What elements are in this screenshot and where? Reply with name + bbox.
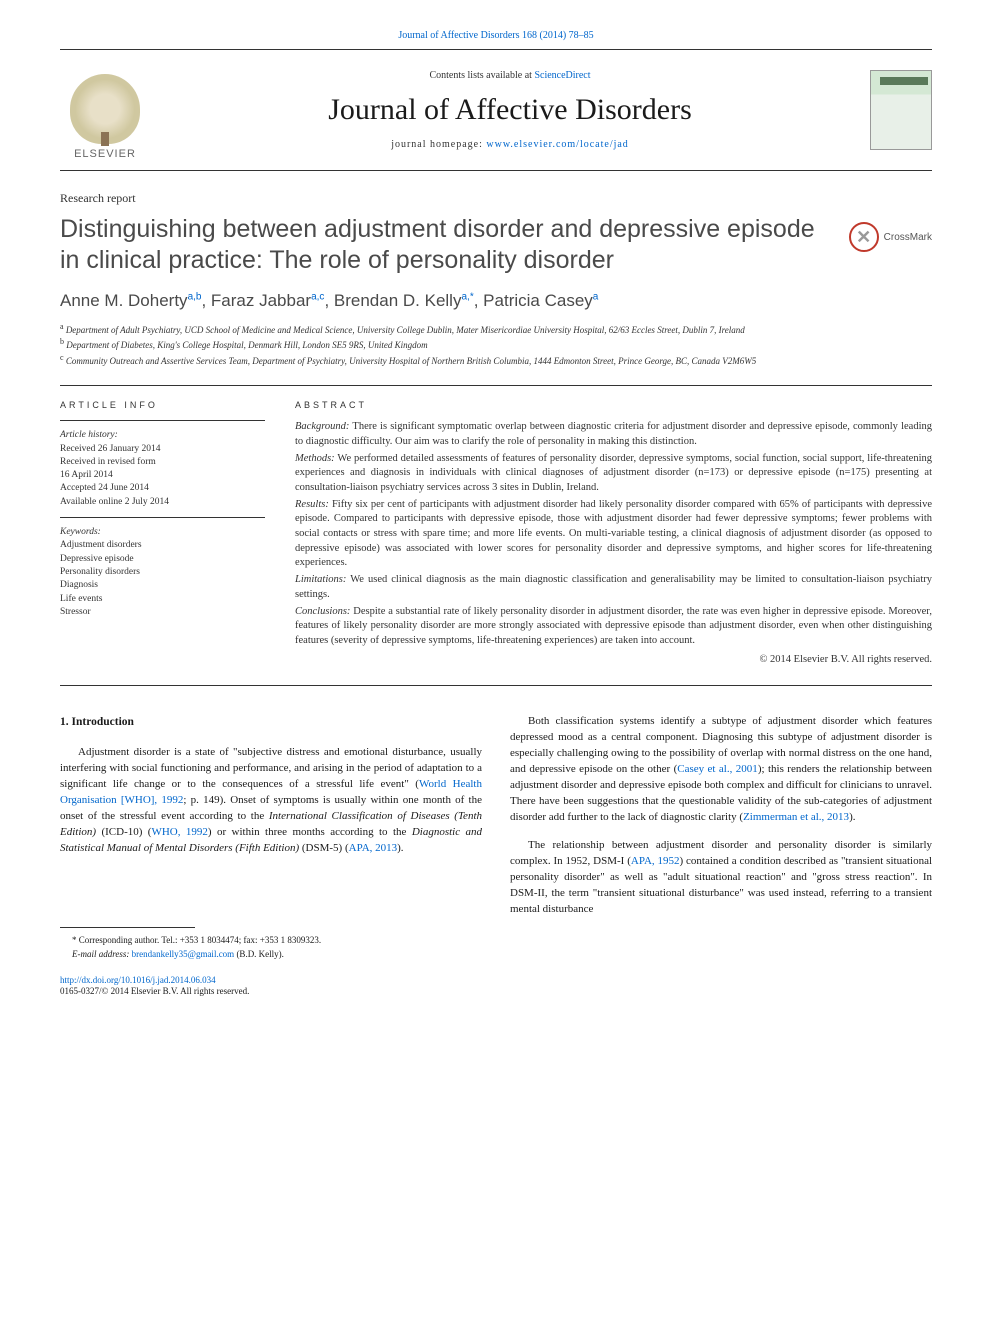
author-3-aff[interactable]: a, [461, 291, 469, 302]
corresponding-author-footnote: * Corresponding author. Tel.: +353 1 803… [60, 934, 482, 961]
journal-homepage-line: journal homepage: www.elsevier.com/locat… [150, 139, 870, 150]
body-column-right: Both classification systems identify a s… [510, 714, 932, 998]
author-3-corr-star[interactable]: * [470, 291, 474, 302]
keywords-label: Keywords: [60, 526, 265, 539]
journal-homepage-link[interactable]: www.elsevier.com/locate/jad [486, 139, 628, 150]
abstract-results: Results: Fifty six per cent of participa… [295, 498, 932, 571]
article-info-column: ARTICLE INFO Article history: Received 2… [60, 400, 265, 667]
abstract-conclusions: Conclusions: Despite a substantial rate … [295, 605, 932, 649]
ref-apa-1952[interactable]: APA, 1952 [631, 855, 680, 867]
history-label: Article history: [60, 429, 265, 442]
journal-cover-thumbnail[interactable] [870, 70, 932, 150]
history-online: Available online 2 July 2014 [60, 496, 265, 509]
keywords-block: Keywords: Adjustment disorders Depressiv… [60, 526, 265, 619]
corr-email-link[interactable]: brendankelly35@gmail.com [132, 949, 235, 959]
info-rule-top [60, 420, 265, 421]
keyword-6: Stressor [60, 606, 265, 619]
abstract-column: ABSTRACT Background: There is significan… [295, 400, 932, 667]
intro-para-1: Adjustment disorder is a state of "subje… [60, 745, 482, 857]
history-accepted: Accepted 24 June 2014 [60, 482, 265, 495]
intro-para-2: Both classification systems identify a s… [510, 714, 932, 826]
info-abstract-row: ARTICLE INFO Article history: Received 2… [60, 385, 932, 686]
authors-line: Anne M. Dohertya,b, Faraz Jabbara,c, Bre… [60, 291, 932, 311]
history-received: Received 26 January 2014 [60, 443, 265, 456]
crossmark-badge[interactable]: ✕ CrossMark [849, 214, 932, 252]
article-info-heading: ARTICLE INFO [60, 400, 265, 410]
title-row: Distinguishing between adjustment disord… [60, 214, 932, 277]
author-1[interactable]: Anne M. Doherty [60, 291, 188, 310]
ref-casey-2001[interactable]: Casey et al., 2001 [677, 763, 758, 775]
author-4[interactable]: Patricia Casey [483, 291, 593, 310]
article-type-label: Research report [60, 191, 932, 206]
article-title: Distinguishing between adjustment disord… [60, 214, 849, 277]
sciencedirect-link[interactable]: ScienceDirect [534, 70, 590, 81]
journal-title: Journal of Affective Disorders [150, 93, 870, 127]
footnote-divider [60, 927, 195, 928]
history-revised-line1: Received in revised form [60, 456, 265, 469]
info-rule-mid [60, 517, 265, 518]
journal-citation-link[interactable]: Journal of Affective Disorders 168 (2014… [60, 30, 932, 41]
keyword-2: Depressive episode [60, 553, 265, 566]
author-4-aff[interactable]: a [593, 291, 599, 302]
abstract-methods: Methods: We performed detailed assessmen… [295, 452, 932, 496]
keyword-5: Life events [60, 593, 265, 606]
affiliation-b: b Department of Diabetes, King's College… [60, 336, 932, 352]
affiliation-c: c Community Outreach and Assertive Servi… [60, 352, 932, 368]
email-label: E-mail address: [72, 949, 129, 959]
publisher-logo[interactable]: ELSEVIER [60, 60, 150, 160]
article-history: Article history: Received 26 January 201… [60, 429, 265, 509]
corr-tel: +353 1 8034474 [180, 935, 239, 945]
corr-fax: +353 1 8309323. [260, 935, 321, 945]
publisher-name: ELSEVIER [74, 148, 136, 160]
keyword-1: Adjustment disorders [60, 539, 265, 552]
body-column-left: 1. Introduction Adjustment disorder is a… [60, 714, 482, 998]
abstract-heading: ABSTRACT [295, 400, 932, 410]
crossmark-icon: ✕ [849, 222, 879, 252]
author-2-aff[interactable]: a,c [311, 291, 324, 302]
keyword-3: Personality disorders [60, 566, 265, 579]
doi-block: http://dx.doi.org/10.1016/j.jad.2014.06.… [60, 975, 482, 998]
section-1-heading: 1. Introduction [60, 714, 482, 731]
ref-zimmerman-2013[interactable]: Zimmerman et al., 2013 [743, 811, 849, 823]
banner-center: Contents lists available at ScienceDirec… [150, 70, 870, 150]
homepage-prefix: journal homepage: [391, 139, 486, 150]
affiliations-block: a Department of Adult Psychiatry, UCD Sc… [60, 321, 932, 368]
abstract-copyright: © 2014 Elsevier B.V. All rights reserved… [295, 653, 932, 668]
body-two-column: 1. Introduction Adjustment disorder is a… [60, 714, 932, 998]
author-3[interactable]: Brendan D. Kelly [334, 291, 462, 310]
keyword-4: Diagnosis [60, 579, 265, 592]
contents-prefix: Contents lists available at [429, 70, 534, 81]
issn-copyright: 0165-0327/© 2014 Elsevier B.V. All right… [60, 986, 482, 998]
elsevier-tree-icon [70, 74, 140, 144]
journal-header-banner: ELSEVIER Contents lists available at Sci… [60, 49, 932, 171]
ref-who-1992b[interactable]: WHO, 1992 [151, 826, 207, 838]
abstract-text: Background: There is significant symptom… [295, 420, 932, 667]
author-2[interactable]: Faraz Jabbar [211, 291, 311, 310]
abstract-background: Background: There is significant symptom… [295, 420, 932, 449]
affiliation-a: a Department of Adult Psychiatry, UCD Sc… [60, 321, 932, 337]
author-1-aff[interactable]: a,b [188, 291, 202, 302]
crossmark-label: CrossMark [884, 232, 932, 243]
abstract-limitations: Limitations: We used clinical diagnosis … [295, 573, 932, 602]
contents-available-line: Contents lists available at ScienceDirec… [150, 70, 870, 81]
history-revised-line2: 16 April 2014 [60, 469, 265, 482]
ref-apa-2013[interactable]: APA, 2013 [349, 842, 398, 854]
doi-link[interactable]: http://dx.doi.org/10.1016/j.jad.2014.06.… [60, 975, 216, 985]
crossmark-cross-glyph: ✕ [856, 227, 871, 248]
intro-para-3: The relationship between adjustment diso… [510, 838, 932, 918]
